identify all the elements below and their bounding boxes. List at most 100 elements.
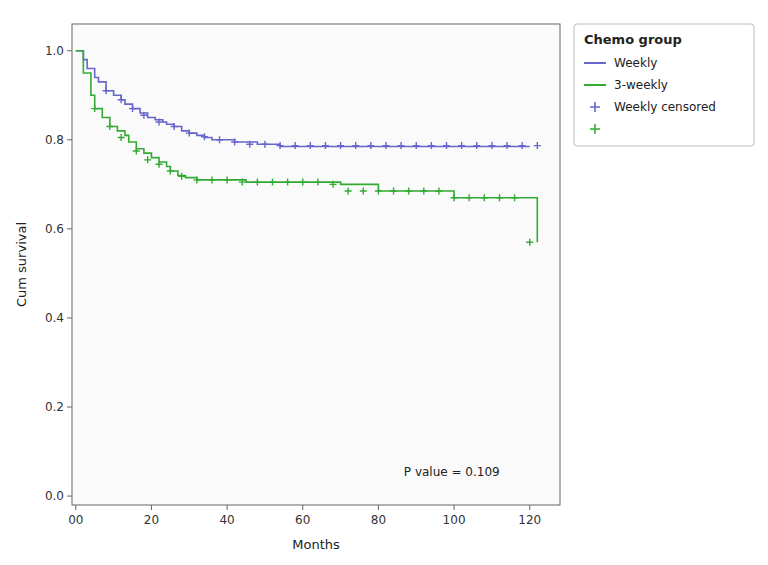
y-tick-label: 0.6 xyxy=(45,222,64,236)
censored-mark xyxy=(292,142,299,149)
censored-mark xyxy=(144,156,151,163)
censored-mark xyxy=(277,142,284,149)
censored-mark xyxy=(118,134,125,141)
y-tick-label: 0.0 xyxy=(45,489,64,503)
censored-mark xyxy=(382,142,389,149)
x-tick-label: 20 xyxy=(144,513,159,527)
legend: Chemo groupWeekly3-weeklyWeekly censored xyxy=(574,24,754,146)
censored-mark xyxy=(156,161,163,168)
chart: 00 20 40 60 80 100 120 0.0 0.2 0.4 0.6 0.8 1.0 Months… xyxy=(0,0,768,565)
y-tick xyxy=(67,228,72,229)
y-tick-label: 0.8 xyxy=(45,133,64,147)
y-tick xyxy=(67,139,72,140)
censored-mark xyxy=(208,176,215,183)
censored-mark xyxy=(216,136,223,143)
censored-mark xyxy=(314,179,321,186)
censored-mark xyxy=(345,188,352,195)
censored-mark xyxy=(488,142,495,149)
y-tick-label: 0.2 xyxy=(45,400,64,414)
y-tick-label: 0.4 xyxy=(45,311,64,325)
plot-frame xyxy=(72,24,560,505)
plot-area xyxy=(72,24,560,505)
censored-mark xyxy=(140,112,147,119)
censored-mark xyxy=(473,142,480,149)
censored-mark xyxy=(118,96,125,103)
legend-label: Weekly xyxy=(614,56,657,70)
legend-frame xyxy=(574,24,754,146)
censored-mark xyxy=(443,142,450,149)
x-tick-label: 120 xyxy=(518,513,541,527)
censored-mark xyxy=(496,194,503,201)
y-axis-label: Cum survival xyxy=(14,222,29,307)
x-axis-label: Months xyxy=(292,537,340,552)
censored-mark xyxy=(246,141,253,148)
y-tick xyxy=(67,407,72,408)
x-tick-label: 80 xyxy=(371,513,386,527)
censored-mark xyxy=(269,179,276,186)
censored-mark xyxy=(367,142,374,149)
censored-mark xyxy=(481,194,488,201)
censored-mark xyxy=(224,176,231,183)
censored-mark xyxy=(261,141,268,148)
censored-mark xyxy=(322,142,329,149)
legend-swatch xyxy=(584,62,606,64)
censored-mark xyxy=(186,130,193,137)
censored-mark xyxy=(299,179,306,186)
y-tick xyxy=(67,317,72,318)
censored-mark xyxy=(133,147,140,154)
x-tick-label: 60 xyxy=(295,513,310,527)
x-tick xyxy=(227,505,228,510)
censored-mark xyxy=(398,142,405,149)
legend-swatch xyxy=(584,84,606,86)
censored-mark xyxy=(330,181,337,188)
legend-label: 3-weekly xyxy=(614,78,668,92)
censored-mark xyxy=(375,188,382,195)
annotation: P value = 0.109 xyxy=(404,465,500,479)
data-layer xyxy=(76,51,541,246)
censored-mark xyxy=(103,87,110,94)
censored-mark xyxy=(91,105,98,112)
censored-mark xyxy=(254,179,261,186)
x-tick-label: 00 xyxy=(68,513,83,527)
x-tick xyxy=(151,505,152,510)
censored-mark xyxy=(413,142,420,149)
censored-mark xyxy=(504,142,511,149)
x-tick xyxy=(302,505,303,510)
censored-mark xyxy=(193,176,200,183)
censored-mark xyxy=(201,133,208,140)
censored-mark xyxy=(171,123,178,130)
censored-mark xyxy=(239,179,246,186)
censored-mark xyxy=(284,179,291,186)
x-tick-label: 40 xyxy=(219,513,234,527)
censored-mark xyxy=(360,188,367,195)
censored-mark xyxy=(519,142,526,149)
y-tick xyxy=(67,496,72,497)
censored-mark xyxy=(129,105,136,112)
legend-swatch xyxy=(590,124,600,134)
censored-mark xyxy=(106,123,113,130)
censored-mark xyxy=(458,142,465,149)
x-tick xyxy=(75,505,76,510)
censored-mark xyxy=(231,139,238,146)
censored-mark xyxy=(307,142,314,149)
censored-mark xyxy=(156,118,163,125)
censored-mark xyxy=(178,173,185,180)
y-tick-label: 1.0 xyxy=(45,44,64,58)
censored-mark xyxy=(390,188,397,195)
y-tick xyxy=(67,50,72,51)
censored-mark xyxy=(534,142,541,149)
censored-mark xyxy=(435,188,442,195)
x-tick xyxy=(378,505,379,510)
censored-mark xyxy=(167,167,174,174)
censored-mark xyxy=(466,194,473,201)
x-tick-label: 100 xyxy=(443,513,466,527)
censored-mark xyxy=(451,194,458,201)
censored-mark xyxy=(526,239,533,246)
legend-swatch xyxy=(590,102,600,112)
x-tick xyxy=(454,505,455,510)
legend-title: Chemo group xyxy=(584,32,682,47)
censored-mark xyxy=(352,142,359,149)
censored-mark xyxy=(428,142,435,149)
censored-mark xyxy=(337,142,344,149)
censored-mark xyxy=(511,194,518,201)
